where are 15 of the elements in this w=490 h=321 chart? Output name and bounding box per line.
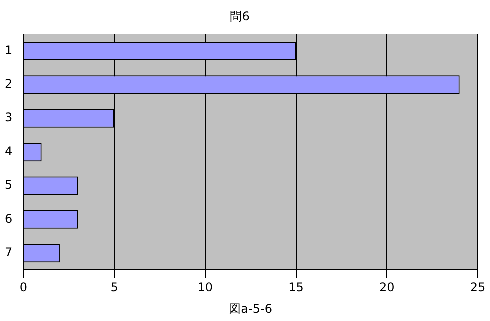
x-tick-label: 0 <box>20 280 28 295</box>
y-tick-label: 1 <box>4 43 13 58</box>
y-tick-label: 2 <box>4 77 13 92</box>
x-tick-label: 25 <box>470 280 486 295</box>
y-tick-label: 7 <box>4 245 13 260</box>
chart-title: 問6 <box>230 9 250 24</box>
x-tick-label: 20 <box>379 280 395 295</box>
x-tick-label: 15 <box>288 280 304 295</box>
x-tick-label: 5 <box>110 280 118 295</box>
x-axis-title: 図a-5-6 <box>229 302 272 316</box>
y-tick-label: 5 <box>4 178 13 192</box>
y-tick-label: 6 <box>4 212 13 226</box>
y-tick-label: 3 <box>4 110 13 125</box>
x-tick-label: 10 <box>198 280 214 295</box>
y-tick-label: 4 <box>4 144 13 158</box>
